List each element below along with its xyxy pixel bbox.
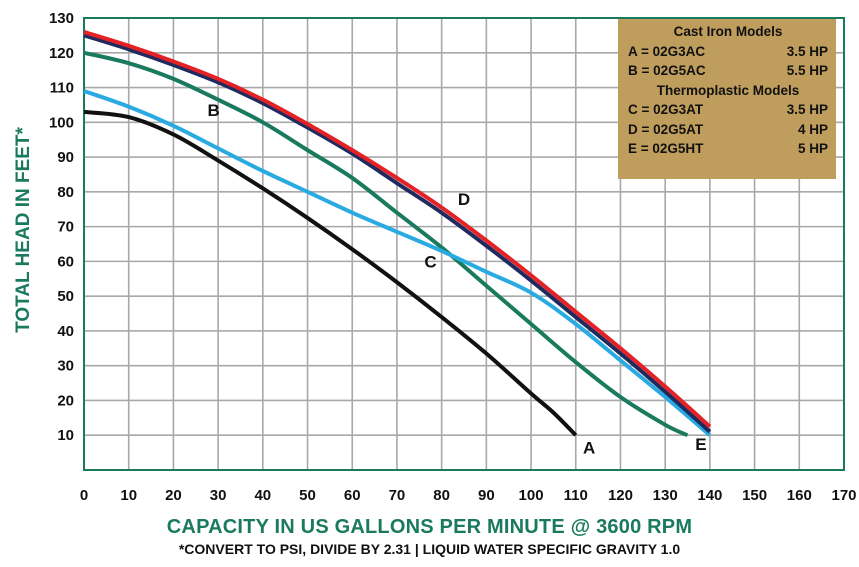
y-tick-label: 100 [49,114,74,131]
x-tick-label: 80 [433,487,450,504]
legend-row-e: E = 02G5HT 5 HP [628,139,828,159]
y-tick-label: 130 [49,10,74,27]
curve-label-b: B [208,101,220,120]
y-tick-label: 60 [57,253,74,270]
legend-hp: 3.5 HP [786,102,828,117]
x-axis-label: CAPACITY IN US GALLONS PER MINUTE @ 3600… [166,516,693,538]
x-tick-label: 0 [80,487,88,504]
x-tick-label: 110 [564,487,588,504]
y-axis-label: TOTAL HEAD IN FEET* [13,126,34,332]
legend: Cast Iron Models A = 02G3AC 3.5 HP B = 0… [618,19,836,179]
y-tick-label: 70 [57,219,74,236]
y-tick-label: 20 [57,392,74,409]
curve-label-e: E [695,435,706,454]
legend-hp: 5.5 HP [786,63,828,78]
x-tick-label: 100 [519,487,544,504]
legend-row-a: A = 02G3AC 3.5 HP [628,42,828,62]
legend-model: A = 02G3AC [628,43,706,59]
x-tick-label: 50 [299,487,316,504]
y-tick-label: 120 [49,45,74,62]
y-tick-label: 90 [57,149,74,166]
y-tick-label: 110 [50,80,74,97]
x-tick-label: 10 [120,487,137,504]
legend-header-thermoplastic: Thermoplastic Models [656,82,800,98]
curve-c [83,89,712,437]
plot-frame [83,17,845,471]
x-tick-label: 150 [742,487,767,504]
curve-labels: A B C D E [208,101,707,457]
x-tick-label: 140 [697,487,722,504]
y-tick-label: 10 [57,427,74,444]
x-tick-label: 40 [254,487,271,504]
x-tick-label: 130 [653,487,678,504]
x-tick-label: 60 [344,487,361,504]
x-tick-label: 120 [608,487,633,504]
y-tick-labels: 10 20 30 40 50 60 70 80 90 100 110 120 130 [49,10,74,444]
x-tick-label: 160 [787,487,812,504]
curve-a [83,109,578,437]
x-tick-label: 90 [478,487,495,504]
conversion-note: *CONVERT TO PSI, DIVIDE BY 2.31 | LIQUID… [178,541,681,557]
legend-header-cast-iron: Cast Iron Models [673,24,783,39]
legend-hp: 5 HP [797,141,828,156]
x-tick-label: 70 [389,487,406,504]
legend-model: B = 02G5AC [628,63,706,78]
legend-model: C = 02G3AT [628,102,704,117]
legend-model: D = 02G5AT [628,121,704,137]
y-tick-label: 50 [57,288,74,305]
curve-e [83,33,712,434]
legend-hp: 4 HP [797,121,828,137]
curve-d [83,29,712,429]
legend-model: E = 02G5HT [628,141,704,156]
x-tick-label: 170 [831,487,856,504]
x-tick-labels: 0 10 20 30 40 50 60 70 80 90 100 110 120 130 140 150 160… [80,487,857,504]
legend-row-d: D = 02G5AT 4 HP [628,120,828,140]
legend-row-b: B = 02G5AC 5.5 HP [628,61,828,81]
y-tick-label: 80 [57,184,74,201]
x-tick-label: 30 [210,487,227,504]
legend-hp: 3.5 HP [786,43,828,59]
y-tick-label: 30 [57,358,74,375]
x-tick-label: 20 [165,487,182,504]
curve-b [83,50,689,438]
curve-label-c: C [424,252,436,271]
legend-row-c: C = 02G3AT 3.5 HP [628,100,828,120]
curve-label-a: A [583,438,595,457]
y-tick-label: 40 [57,323,74,340]
curve-label-d: D [458,190,470,209]
curves [83,29,712,438]
